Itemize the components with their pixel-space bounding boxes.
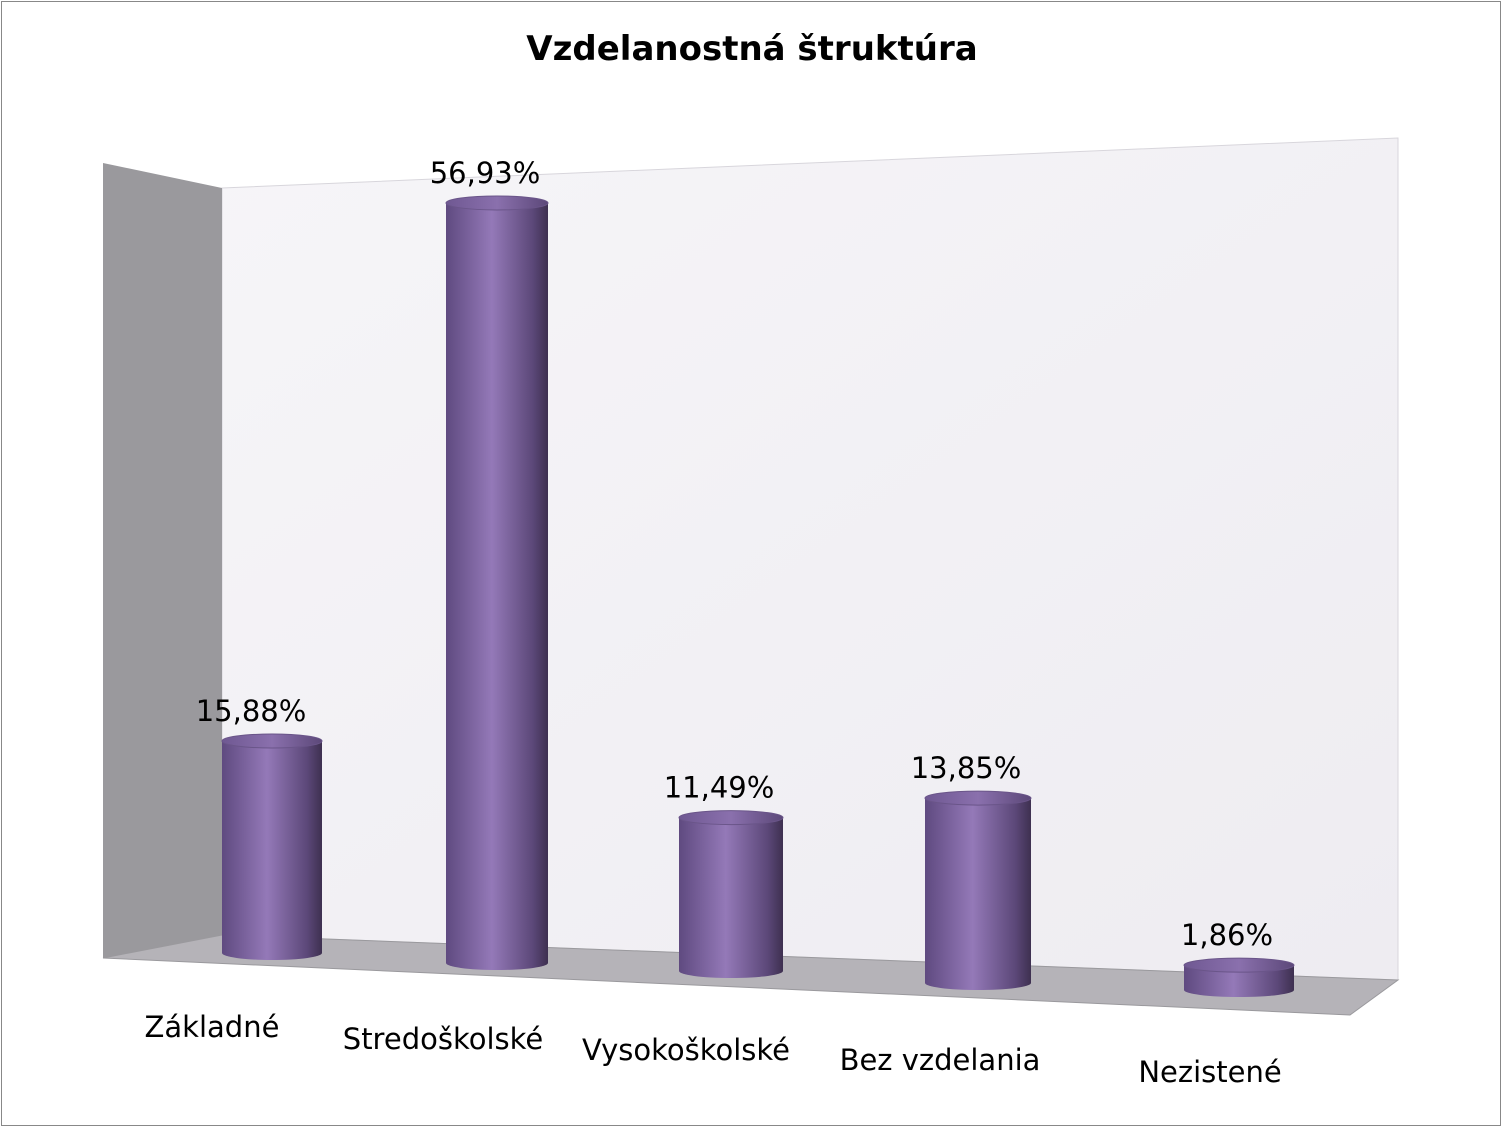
cylinder-body	[222, 741, 322, 960]
cylinder-top	[221, 733, 323, 749]
cylinder-body	[679, 817, 783, 978]
category-label: Základné	[145, 1010, 280, 1044]
category-label: Nezistené	[1138, 1055, 1281, 1089]
cylinder-body	[446, 202, 548, 970]
bar-2	[678, 810, 784, 978]
bar-0	[221, 733, 323, 960]
side-wall	[103, 163, 222, 958]
data-label: 1,86%	[1181, 918, 1273, 952]
category-label: Stredoškolské	[343, 1022, 543, 1056]
back-wall	[221, 137, 1399, 981]
cylinder-top	[445, 195, 549, 211]
chart-title: Vzdelanostná štruktúra	[526, 29, 977, 69]
cylinder-top	[924, 790, 1032, 806]
cylinder-top	[678, 810, 784, 826]
data-label: 13,85%	[911, 751, 1022, 785]
cylinder-top	[1183, 957, 1295, 973]
data-label: 11,49%	[664, 771, 775, 805]
category-label: Vysokoškolské	[582, 1033, 790, 1067]
bar-4	[1183, 957, 1295, 997]
bar-3	[924, 790, 1032, 990]
bar-1	[445, 195, 549, 970]
category-label: Bez vzdelania	[840, 1043, 1041, 1077]
cylinder-body	[925, 798, 1031, 990]
data-label: 15,88%	[196, 694, 307, 728]
data-label: 56,93%	[430, 156, 541, 190]
cylinder-body	[1184, 965, 1294, 997]
